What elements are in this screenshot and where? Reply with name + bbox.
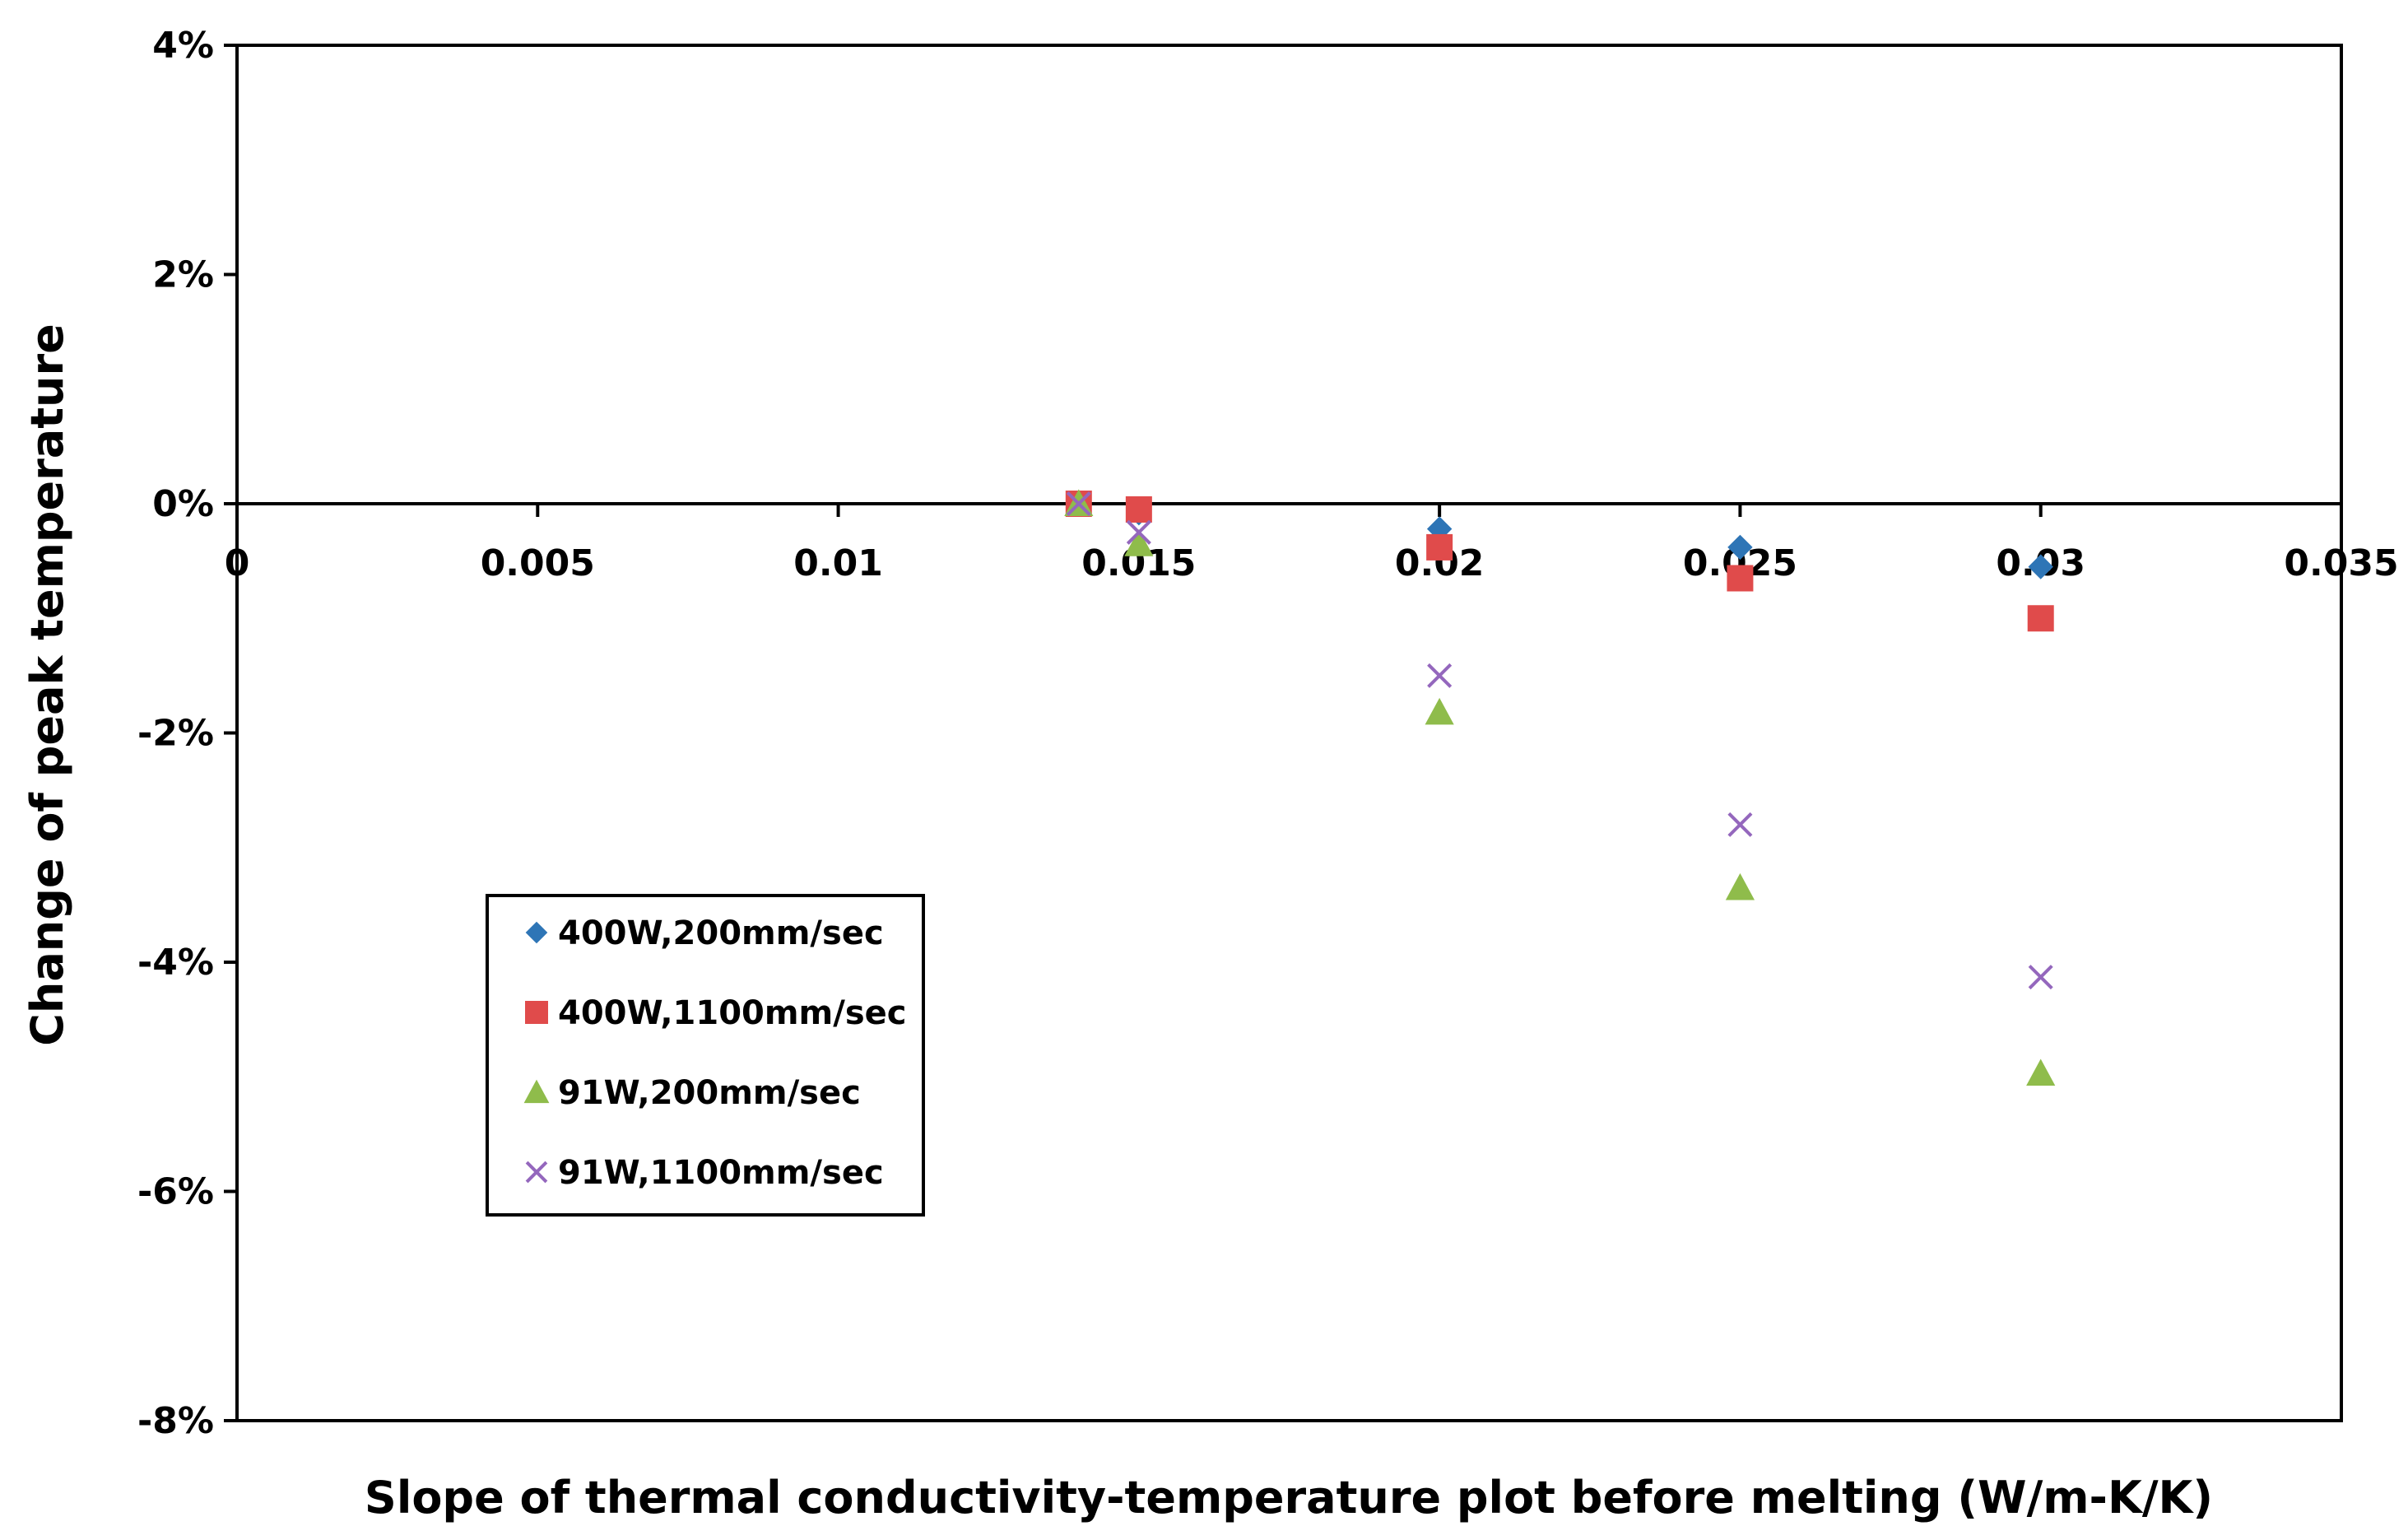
data-point-series-1 [2028, 554, 2053, 579]
data-point-series-2 [2027, 605, 2054, 632]
y-axis-title: Change of peak temperature [21, 323, 73, 1045]
data-markers [1064, 489, 2056, 1086]
legend-label: 91W,1100mm/sec [558, 1154, 884, 1192]
data-point-series-4-stroke [1066, 491, 1091, 517]
y-tick-label: -8% [137, 1400, 214, 1442]
data-point-series-4 [1727, 812, 1753, 837]
y-tick-label: 0% [152, 483, 214, 525]
y-tick-label: 4% [152, 25, 214, 67]
data-point-series-3 [2026, 1058, 2056, 1086]
legend-box [486, 894, 925, 1217]
data-point-series-2 [1125, 495, 1152, 523]
data-point-series-3 [1725, 872, 1755, 900]
data-point-series-4-stroke [1727, 812, 1753, 837]
x-tick-label: 0 [225, 542, 250, 584]
legend-items: 400W,200mm/sec 400W,1100mm/sec 91W,200mm/s… [523, 914, 907, 1192]
data-point-series-4-stroke [1126, 519, 1151, 545]
data-point-series-4 [1066, 491, 1091, 517]
legend-label: 400W,200mm/sec [558, 914, 884, 952]
legend-label: 400W,1100mm/sec [558, 994, 907, 1032]
data-point-series-2 [1426, 533, 1453, 561]
legend: 400W,200mm/sec 400W,1100mm/sec 91W,200mm/s… [486, 894, 925, 1217]
x-tick-label: 0.005 [481, 542, 595, 584]
data-point-series-4-stroke [2028, 965, 2053, 990]
y-tick-label: -4% [137, 942, 214, 984]
legend-label: 91W,200mm/sec [558, 1074, 861, 1112]
x-axis-title: Slope of thermal conductivity-temperatur… [365, 1472, 2213, 1524]
data-point-series-2 [1727, 565, 1754, 592]
y-tick-label: 2% [152, 254, 214, 296]
legend-marker [525, 921, 548, 944]
data-point-series-4 [2028, 965, 2053, 990]
legend-marker [525, 1161, 548, 1184]
legend-marker [525, 1001, 548, 1024]
y-axis: 4% 2% 0% -2% -4% -6% -8% [137, 25, 237, 1442]
y-tick-label: -2% [137, 713, 214, 755]
legend-marker-stroke [525, 1161, 548, 1184]
y-tick-label: -6% [137, 1171, 214, 1213]
data-point-series-4-stroke [1427, 663, 1453, 688]
data-point-series-4 [1427, 663, 1453, 688]
data-point-series-3 [1124, 529, 1154, 556]
data-point-series-4 [1126, 519, 1151, 545]
legend-marker [523, 1079, 550, 1104]
data-point-series-1 [1727, 534, 1753, 561]
x-tick-label: 0.01 [793, 542, 883, 584]
x-tick-label: 0.035 [2284, 542, 2398, 584]
data-point-series-3 [1425, 697, 1454, 725]
